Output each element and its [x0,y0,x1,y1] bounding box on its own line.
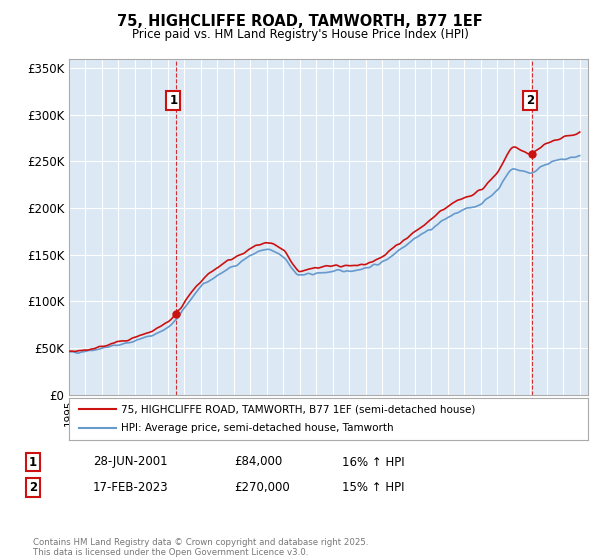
Text: 75, HIGHCLIFFE ROAD, TAMWORTH, B77 1EF: 75, HIGHCLIFFE ROAD, TAMWORTH, B77 1EF [117,14,483,29]
Text: £84,000: £84,000 [234,455,282,469]
Text: 15% ↑ HPI: 15% ↑ HPI [342,480,404,494]
Text: 2: 2 [526,94,534,108]
Text: 2: 2 [29,480,37,494]
Text: 16% ↑ HPI: 16% ↑ HPI [342,455,404,469]
Text: 1: 1 [29,455,37,469]
Text: Price paid vs. HM Land Registry's House Price Index (HPI): Price paid vs. HM Land Registry's House … [131,28,469,41]
Text: 75, HIGHCLIFFE ROAD, TAMWORTH, B77 1EF (semi-detached house): 75, HIGHCLIFFE ROAD, TAMWORTH, B77 1EF (… [121,404,475,414]
Text: Contains HM Land Registry data © Crown copyright and database right 2025.
This d: Contains HM Land Registry data © Crown c… [33,538,368,557]
Text: £270,000: £270,000 [234,480,290,494]
Text: 28-JUN-2001: 28-JUN-2001 [93,455,167,469]
Text: 17-FEB-2023: 17-FEB-2023 [93,480,169,494]
Text: HPI: Average price, semi-detached house, Tamworth: HPI: Average price, semi-detached house,… [121,423,394,433]
Text: 1: 1 [169,94,178,108]
